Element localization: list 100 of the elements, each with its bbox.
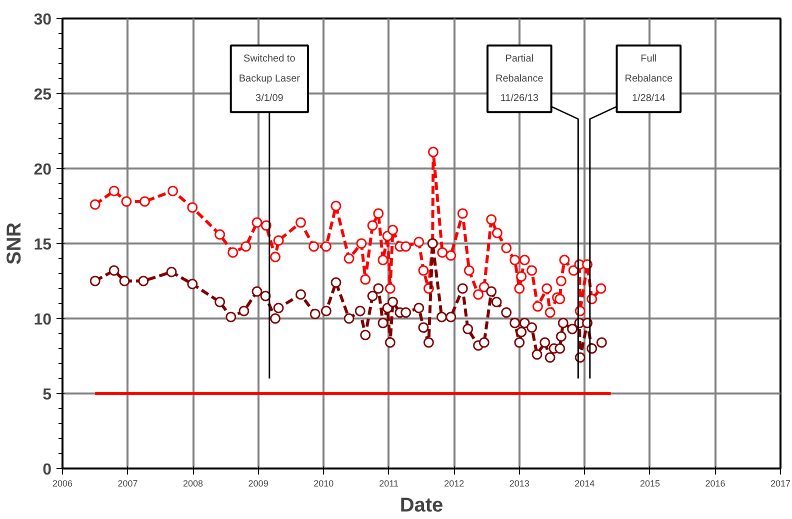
point (295, 289, 306, 300)
point (108, 265, 120, 276)
y-axis-title: SNR (4, 222, 26, 265)
point (596, 283, 606, 294)
point (400, 307, 412, 318)
point (558, 318, 568, 328)
y-tick-label: 10 (34, 312, 52, 328)
point (516, 271, 527, 282)
point (519, 318, 530, 328)
ref-line-label: Partial Rebalance 11/26/13 (496, 54, 544, 104)
point (214, 296, 226, 308)
point (514, 283, 525, 294)
point (214, 229, 226, 240)
point (138, 276, 149, 286)
x-tick-label: 2006 (52, 478, 73, 488)
point (510, 318, 520, 328)
point (418, 265, 429, 276)
point (526, 265, 538, 276)
point (240, 241, 252, 252)
y-tick-label: 20 (34, 162, 52, 178)
point (446, 312, 456, 322)
point (373, 283, 384, 294)
point (139, 196, 150, 207)
point (526, 322, 538, 333)
x-axis-title: Date (400, 494, 444, 516)
point (367, 220, 378, 231)
point (90, 276, 100, 286)
point (428, 146, 438, 158)
point (228, 247, 238, 258)
point (121, 196, 132, 207)
point (356, 238, 367, 249)
point (354, 306, 366, 316)
point (273, 235, 284, 246)
point (168, 186, 178, 196)
point (492, 228, 502, 238)
point (544, 352, 556, 363)
point (295, 217, 306, 228)
point (344, 253, 354, 264)
point (501, 242, 512, 254)
point (226, 312, 236, 322)
point (491, 296, 502, 308)
point (510, 254, 520, 266)
y-tick-label: 0 (42, 462, 52, 478)
point (478, 282, 490, 292)
point (373, 208, 384, 219)
point (423, 337, 434, 348)
point (252, 217, 262, 228)
point (556, 276, 566, 286)
point (270, 313, 281, 324)
point (478, 337, 490, 348)
point (310, 308, 320, 320)
point (360, 330, 371, 340)
x-tick-label: 2013 (509, 478, 530, 488)
x-tick-label: 2012 (444, 478, 464, 488)
point (308, 241, 320, 252)
point (384, 337, 396, 348)
point (330, 277, 342, 288)
point (596, 337, 607, 348)
point (556, 331, 566, 342)
point (90, 199, 100, 210)
x-tick-label: 2009 (248, 478, 268, 488)
point (501, 307, 512, 318)
point (119, 276, 130, 286)
point (273, 302, 284, 314)
point (516, 326, 527, 338)
point (519, 254, 530, 266)
point (457, 283, 468, 294)
point (437, 247, 448, 258)
x-tick-label: 2011 (379, 478, 399, 488)
ref-line-label: Switched to Backup Laser 3/1/09 (238, 54, 301, 104)
x-tick-label: 2017 (770, 478, 791, 488)
point (436, 312, 447, 322)
point (400, 241, 412, 252)
point (238, 306, 250, 316)
point (330, 200, 342, 212)
point (446, 250, 456, 261)
y-tick-label: 25 (34, 86, 52, 104)
y-tick-label: 15 (34, 236, 52, 254)
point (567, 324, 578, 334)
x-tick-label: 2016 (705, 478, 726, 488)
point (486, 286, 497, 297)
x-tick-label: 2008 (183, 478, 204, 488)
x-tick-label: 2014 (574, 478, 595, 488)
point (360, 274, 371, 285)
point (559, 254, 570, 266)
point (457, 208, 468, 219)
point (464, 265, 474, 276)
point (462, 324, 474, 334)
point (270, 252, 281, 262)
point (532, 301, 543, 312)
ref-line-label: Full Rebalance 1/28/14 (624, 54, 673, 104)
point (542, 283, 552, 294)
x-tick-label: 2015 (640, 478, 660, 488)
y-tick-label: 30 (34, 12, 52, 28)
point (554, 294, 566, 304)
point (367, 290, 378, 302)
point (378, 254, 388, 266)
point (252, 286, 262, 297)
x-tick-label: 2007 (118, 478, 138, 488)
point (532, 349, 542, 360)
